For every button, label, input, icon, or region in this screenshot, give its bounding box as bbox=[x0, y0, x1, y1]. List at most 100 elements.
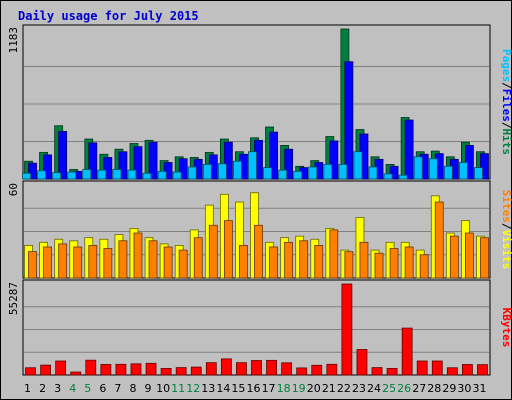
bar-pages-day-17 bbox=[263, 167, 272, 180]
day-labels: 1 2 3 4 5 6 7 8 9 10 11 12 13 14 15 16 17 18 19 20 21 22 23 24 2… bbox=[24, 382, 486, 395]
bar-files-day-17 bbox=[269, 131, 278, 180]
day-label-27: 27 bbox=[412, 382, 426, 395]
day-label-3: 3 bbox=[54, 382, 61, 395]
bar-files-day-22 bbox=[344, 61, 354, 180]
bar-pages-day-24 bbox=[368, 166, 378, 180]
bar-kbytes-day-26 bbox=[401, 327, 413, 376]
bar-sites-day-28 bbox=[434, 201, 444, 279]
day-label-5: 5 bbox=[84, 382, 91, 395]
day-label-10: 10 bbox=[156, 382, 170, 395]
bar-sites-day-4 bbox=[73, 246, 83, 279]
bar-pages-day-31 bbox=[474, 167, 483, 180]
bar-sites-day-1 bbox=[28, 251, 37, 279]
day-label-4: 4 bbox=[69, 382, 76, 395]
bar-pages-day-11 bbox=[172, 171, 182, 180]
bar-kbytes-day-13 bbox=[205, 362, 217, 376]
bar-kbytes-day-31 bbox=[477, 364, 488, 376]
day-label-15: 15 bbox=[231, 382, 245, 395]
y-max-label-top: 1183 bbox=[7, 27, 20, 54]
bar-files-day-14 bbox=[223, 141, 233, 180]
bar-sites-day-23 bbox=[359, 241, 369, 279]
bar-pages-day-14 bbox=[217, 163, 227, 180]
bar-kbytes-day-10 bbox=[160, 368, 172, 376]
bar-sites-day-26 bbox=[404, 246, 414, 279]
bar-files-day-5 bbox=[88, 142, 98, 180]
legend-separator: / bbox=[500, 122, 512, 129]
bar-pages-day-12 bbox=[187, 166, 197, 180]
bar-kbytes-day-14 bbox=[220, 358, 232, 376]
bar-pages-day-2 bbox=[37, 170, 46, 180]
legend-bottom: KBytes bbox=[500, 308, 512, 348]
bar-pages-day-21 bbox=[323, 164, 333, 180]
bar-sites-day-21 bbox=[329, 229, 339, 279]
legend-separator: / bbox=[500, 82, 512, 89]
bar-kbytes-day-17 bbox=[266, 359, 277, 376]
bar-files-day-11 bbox=[178, 158, 188, 180]
legend-files: Files bbox=[500, 89, 512, 122]
bar-pages-day-29 bbox=[443, 165, 453, 180]
day-label-9: 9 bbox=[145, 382, 152, 395]
bar-pages-day-9 bbox=[142, 172, 152, 180]
bar-kbytes-day-21 bbox=[326, 363, 338, 376]
day-label-24: 24 bbox=[367, 382, 381, 395]
bar-pages-day-20 bbox=[308, 166, 318, 180]
bar-files-day-9 bbox=[148, 141, 158, 180]
bar-files-day-10 bbox=[163, 162, 173, 180]
bar-sites-day-17 bbox=[269, 246, 278, 279]
day-label-21: 21 bbox=[322, 382, 336, 395]
bar-sites-day-20 bbox=[314, 245, 324, 279]
bar-kbytes-day-19 bbox=[296, 367, 308, 376]
bar-sites-day-30 bbox=[465, 232, 474, 279]
day-label-22: 22 bbox=[337, 382, 351, 395]
bar-kbytes-day-22 bbox=[341, 283, 353, 376]
bar-kbytes-day-6 bbox=[100, 364, 112, 376]
bar-kbytes-day-28 bbox=[431, 360, 443, 376]
bar-files-day-8 bbox=[133, 146, 143, 180]
bar-pages-day-5 bbox=[82, 169, 92, 180]
legend-top: Pages/Files/Hits bbox=[500, 49, 512, 155]
bar-kbytes-day-20 bbox=[311, 364, 323, 376]
bar-kbytes-day-27 bbox=[416, 360, 428, 376]
day-label-20: 20 bbox=[307, 382, 321, 395]
bar-sites-day-9 bbox=[148, 240, 158, 279]
legend-kbytes: KBytes bbox=[500, 308, 512, 348]
day-label-29: 29 bbox=[442, 382, 456, 395]
day-label-7: 7 bbox=[114, 382, 121, 395]
bar-sites-day-6 bbox=[103, 248, 113, 279]
day-label-19: 19 bbox=[292, 382, 306, 395]
bar-sites-day-27 bbox=[419, 254, 429, 279]
bar-pages-day-13 bbox=[202, 164, 212, 180]
legend-separator: / bbox=[500, 223, 512, 230]
legend-visits: Visits bbox=[500, 230, 512, 270]
day-label-1: 1 bbox=[24, 382, 31, 395]
y-max-label-bottom: 55287 bbox=[7, 282, 20, 315]
bar-kbytes-day-11 bbox=[175, 367, 187, 376]
bar-pages-day-28 bbox=[428, 158, 438, 180]
day-label-14: 14 bbox=[216, 382, 230, 395]
bar-sites-day-25 bbox=[389, 248, 399, 279]
day-label-6: 6 bbox=[99, 382, 106, 395]
bar-kbytes-day-23 bbox=[356, 349, 368, 376]
bar-pages-day-1 bbox=[22, 172, 31, 180]
bar-sites-day-14 bbox=[223, 220, 233, 279]
bar-files-day-21 bbox=[329, 140, 339, 180]
bar-sites-day-3 bbox=[58, 243, 68, 279]
bar-files-day-1 bbox=[28, 162, 37, 180]
bar-sites-day-12 bbox=[193, 237, 203, 279]
panel-top: 1183 Pages/Files/Hits bbox=[7, 24, 512, 180]
day-label-11: 11 bbox=[171, 382, 185, 395]
legend-sites: Sites bbox=[500, 190, 512, 223]
day-label-2: 2 bbox=[39, 382, 46, 395]
bar-pages-day-16 bbox=[248, 151, 257, 180]
bar-sites-day-11 bbox=[178, 249, 188, 279]
bar-pages-day-26 bbox=[398, 174, 408, 180]
bar-sites-day-29 bbox=[449, 235, 459, 279]
bar-files-day-6 bbox=[103, 157, 113, 180]
bar-kbytes-day-18 bbox=[281, 362, 293, 376]
bar-kbytes-day-9 bbox=[145, 362, 157, 376]
day-label-16: 16 bbox=[247, 382, 261, 395]
bar-sites-day-8 bbox=[133, 232, 143, 279]
bar-files-day-26 bbox=[404, 119, 414, 180]
bar-sites-day-16 bbox=[254, 224, 263, 279]
